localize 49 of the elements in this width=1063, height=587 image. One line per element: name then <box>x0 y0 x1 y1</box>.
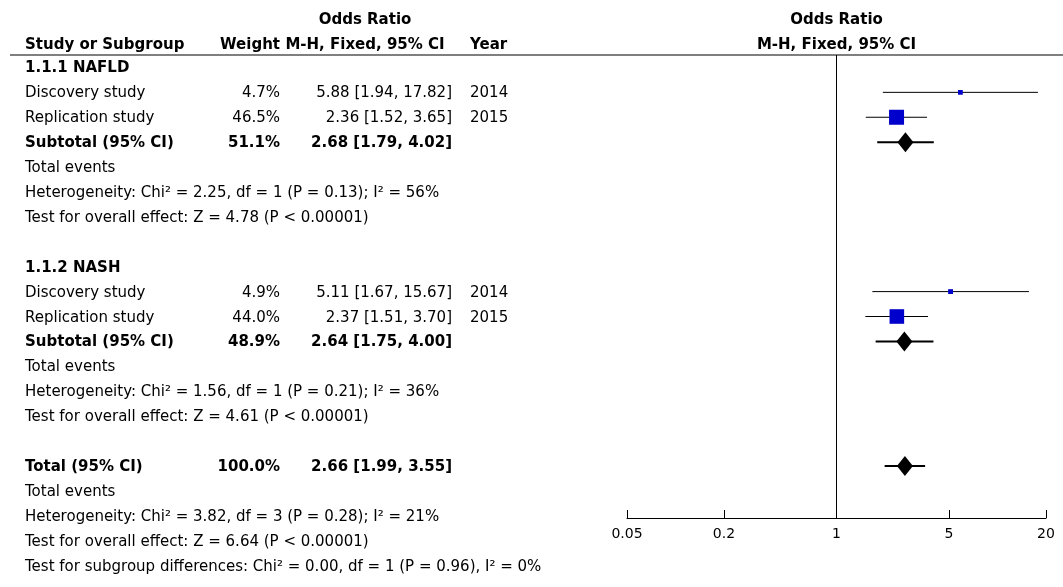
text: 2.64 [1.75, 4.00] <box>311 332 452 351</box>
y-tick-label: Test for overall effect: Z = 6.64 (P < 0.00001) <box>24 531 369 550</box>
y-tick-label: 1.1.1 NAFLD <box>25 58 130 77</box>
chart-title: Odds Ratio <box>790 10 883 28</box>
text: 4.7% <box>241 83 280 102</box>
text: 2014 <box>470 282 509 301</box>
y-tick-label: 1.1.2 NASH <box>25 257 121 276</box>
y-tick-label: Test for subgroup differences: Chi² = 0.00, df = 1 (P = 0.96), I² = 0% <box>24 556 542 575</box>
text: Weight <box>220 35 280 53</box>
y-tick-label: Discovery study <box>25 282 146 301</box>
y-tick-label: Test for overall effect: Z = 4.61 (P < 0.00001) <box>24 407 369 426</box>
text: 4.9% <box>241 282 280 301</box>
text: Odds Ratio <box>318 10 412 28</box>
y-tick-label: Subtotal (95% CI) <box>25 332 174 351</box>
text: 51.1% <box>227 133 280 152</box>
text: 48.9% <box>227 332 280 351</box>
y-tick-label: Replication study <box>25 108 155 127</box>
x-tick-label: 0.2 <box>712 525 736 541</box>
data-label: 5.11 [1.67, 15.67] <box>316 282 452 301</box>
text: 46.5% <box>232 108 280 127</box>
x-tick-label: 1 <box>832 525 841 541</box>
data-label: 2.36 [1.52, 3.65] <box>325 108 452 127</box>
y-tick-label: Heterogeneity: Chi² = 2.25, df = 1 (P = 0.13); I² = 56% <box>25 182 440 201</box>
text: 2.66 [1.99, 3.55] <box>311 456 452 475</box>
y-tick-label: Replication study <box>25 307 155 326</box>
text: Study or Subgroup <box>25 35 185 53</box>
y-tick-label: Total events <box>24 357 116 376</box>
text: 2015 <box>470 108 509 127</box>
y-tick-label: Total events <box>24 481 116 500</box>
x-tick-label: 5 <box>944 525 954 541</box>
data-label: 2.37 [1.51, 3.70] <box>325 307 452 326</box>
text: 2.68 [1.79, 4.02] <box>311 133 452 152</box>
y-tick-label: Total (95% CI) <box>25 456 143 475</box>
text: Year <box>469 35 508 53</box>
y-tick-label: Heterogeneity: Chi² = 1.56, df = 1 (P = 0.21); I² = 36% <box>25 382 440 401</box>
text: 44.0% <box>232 307 280 326</box>
text: 100.0% <box>217 456 280 475</box>
x-tick-label: 20 <box>1037 525 1055 541</box>
data-label: 5.88 [1.94, 17.82] <box>316 83 452 102</box>
y-tick-label: Subtotal (95% CI) <box>25 133 174 152</box>
text: 2015 <box>470 307 509 326</box>
chart-subtitle: M-H, Fixed, 95% CI <box>756 35 917 53</box>
y-tick-label: Test for overall effect: Z = 4.78 (P < 0.00001) <box>24 207 369 226</box>
y-tick-label: Discovery study <box>25 83 146 102</box>
text: 2014 <box>470 83 509 102</box>
text: M-H, Fixed, 95% CI <box>285 35 445 53</box>
y-tick-label: Heterogeneity: Chi² = 3.82, df = 3 (P = 0.28); I² = 21% <box>25 506 440 525</box>
x-tick-label: 0.05 <box>611 525 643 541</box>
y-tick-label: Total events <box>24 158 116 177</box>
